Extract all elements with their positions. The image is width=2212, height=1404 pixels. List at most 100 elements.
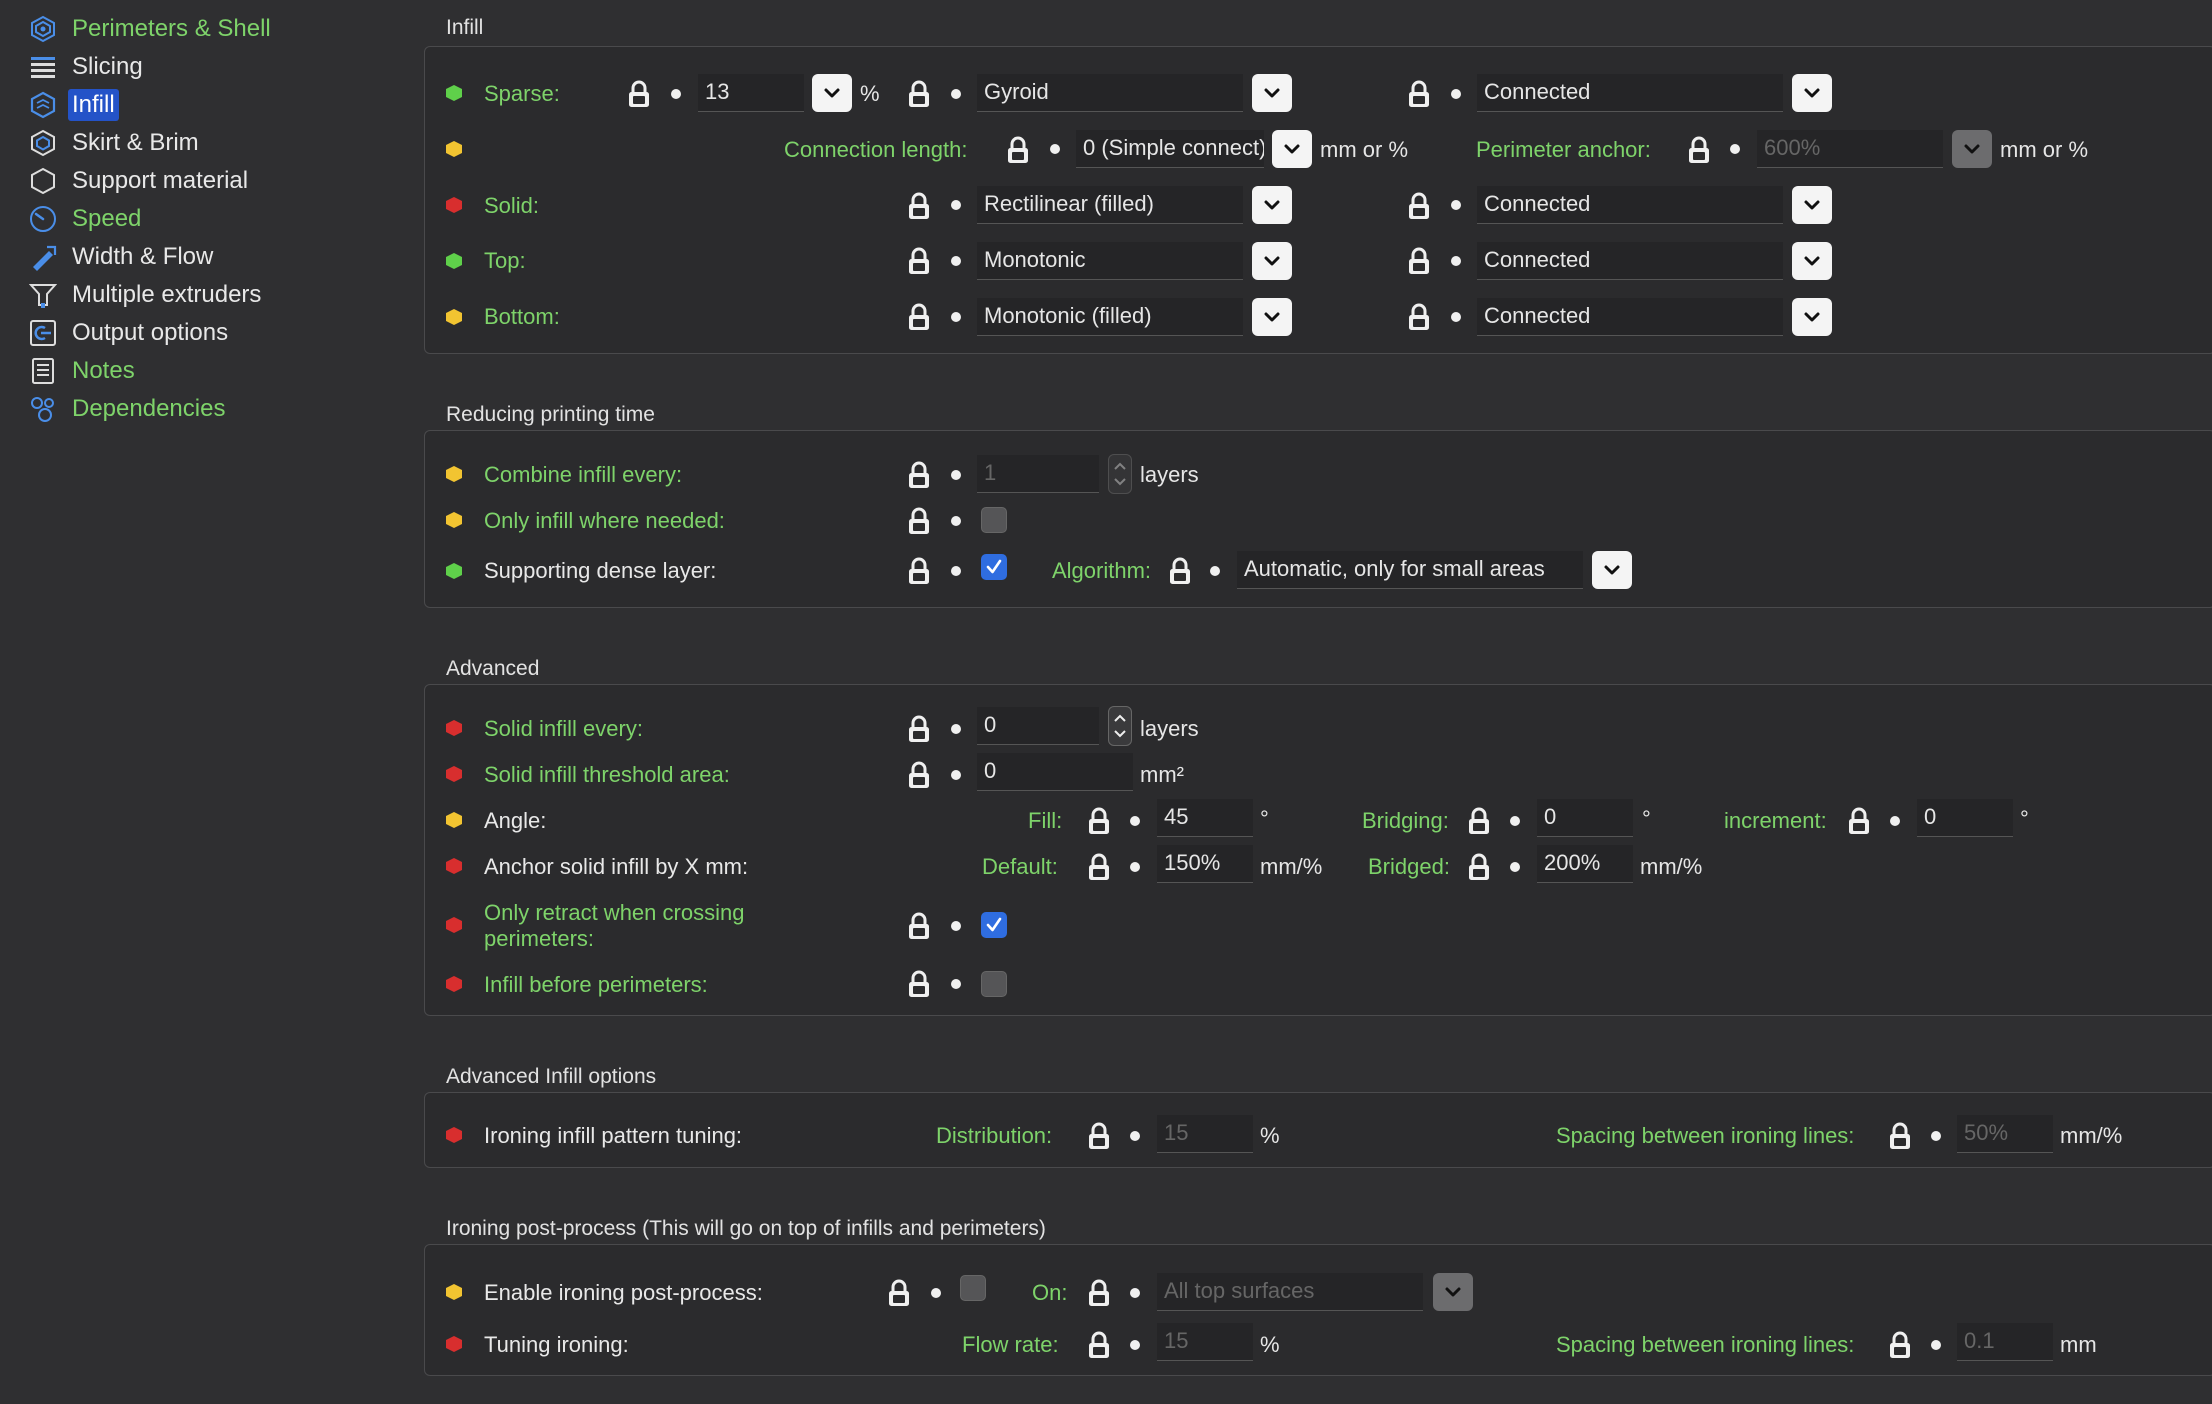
lock-icon[interactable]: [1088, 1122, 1110, 1150]
reset-dot[interactable]: [951, 921, 961, 931]
sidebar-item-dependencies[interactable]: Dependencies: [28, 393, 229, 425]
enable-ironing-checkbox[interactable]: [960, 1275, 986, 1301]
lock-icon[interactable]: [908, 461, 930, 489]
perimeter-anchor-dropdown[interactable]: [1952, 130, 1992, 168]
sidebar-item-width-flow[interactable]: Width & Flow: [28, 241, 217, 273]
bottom-connection-select[interactable]: Connected: [1477, 298, 1783, 336]
lock-icon[interactable]: [1169, 557, 1191, 585]
solid-infill-every-field[interactable]: 0: [977, 707, 1099, 745]
reset-dot[interactable]: [1130, 1288, 1140, 1298]
ironing-on-dropdown[interactable]: [1433, 1273, 1473, 1311]
reset-dot[interactable]: [1510, 862, 1520, 872]
sidebar-item-multiple-extruders[interactable]: Multiple extruders: [28, 279, 265, 311]
lock-icon[interactable]: [1889, 1331, 1911, 1359]
reset-dot[interactable]: [1510, 816, 1520, 826]
lock-icon[interactable]: [1408, 247, 1430, 275]
sparse-connection-select[interactable]: Connected: [1477, 74, 1783, 112]
reset-dot[interactable]: [1130, 816, 1140, 826]
sidebar-item-output-options[interactable]: Output options: [28, 317, 232, 349]
perimeter-anchor-field[interactable]: 600%: [1757, 130, 1943, 168]
angle-increment-field[interactable]: 0: [1917, 799, 2013, 837]
ironing-lines-spacing-field[interactable]: 0.1: [1957, 1323, 2053, 1361]
lock-icon[interactable]: [908, 80, 930, 108]
sparse-density-dropdown[interactable]: [812, 74, 852, 112]
reset-dot[interactable]: [1130, 1131, 1140, 1141]
reset-dot[interactable]: [1890, 816, 1900, 826]
reset-dot[interactable]: [951, 516, 961, 526]
angle-fill-field[interactable]: 45: [1157, 799, 1253, 837]
reset-dot[interactable]: [1931, 1131, 1941, 1141]
top-connection-dropdown[interactable]: [1792, 242, 1832, 280]
top-pattern-dropdown[interactable]: [1252, 242, 1292, 280]
anchor-default-field[interactable]: 150%: [1157, 845, 1253, 883]
sidebar-item-perimeters-shell[interactable]: Perimeters & Shell: [28, 13, 275, 45]
reset-dot[interactable]: [1130, 862, 1140, 872]
combine-infill-stepper[interactable]: [1108, 454, 1132, 494]
top-connection-select[interactable]: Connected: [1477, 242, 1783, 280]
ironing-spacing-field[interactable]: 50%: [1957, 1115, 2053, 1153]
sidebar-item-skirt-brim[interactable]: Skirt & Brim: [28, 127, 203, 159]
lock-icon[interactable]: [1408, 303, 1430, 331]
solid-connection-dropdown[interactable]: [1792, 186, 1832, 224]
reset-dot[interactable]: [951, 470, 961, 480]
reset-dot[interactable]: [951, 979, 961, 989]
reset-dot[interactable]: [1451, 89, 1461, 99]
reset-dot[interactable]: [951, 770, 961, 780]
bottom-pattern-dropdown[interactable]: [1252, 298, 1292, 336]
reset-dot[interactable]: [1730, 144, 1740, 154]
solid-connection-select[interactable]: Connected: [1477, 186, 1783, 224]
algorithm-select[interactable]: Automatic, only for small areas: [1237, 551, 1583, 589]
reset-dot[interactable]: [1451, 312, 1461, 322]
distribution-field[interactable]: 15: [1157, 1115, 1253, 1153]
reset-dot[interactable]: [931, 1288, 941, 1298]
sidebar-item-notes[interactable]: Notes: [28, 355, 139, 387]
sparse-connection-dropdown[interactable]: [1792, 74, 1832, 112]
anchor-bridged-field[interactable]: 200%: [1537, 845, 1633, 883]
reset-dot[interactable]: [951, 724, 961, 734]
solid-pattern-select[interactable]: Rectilinear (filled): [977, 186, 1243, 224]
lock-icon[interactable]: [908, 192, 930, 220]
lock-icon[interactable]: [1889, 1122, 1911, 1150]
solid-pattern-dropdown[interactable]: [1252, 186, 1292, 224]
only-infill-needed-checkbox[interactable]: [981, 507, 1007, 533]
lock-icon[interactable]: [1468, 807, 1490, 835]
lock-icon[interactable]: [1688, 136, 1710, 164]
supporting-dense-checkbox[interactable]: [981, 554, 1007, 580]
lock-icon[interactable]: [628, 80, 650, 108]
lock-icon[interactable]: [1468, 853, 1490, 881]
lock-icon[interactable]: [908, 970, 930, 998]
lock-icon[interactable]: [1088, 1331, 1110, 1359]
reset-dot[interactable]: [1050, 144, 1060, 154]
lock-icon[interactable]: [1007, 136, 1029, 164]
lock-icon[interactable]: [1088, 807, 1110, 835]
algorithm-dropdown[interactable]: [1592, 551, 1632, 589]
sparse-density-field[interactable]: 13: [698, 74, 804, 112]
lock-icon[interactable]: [908, 912, 930, 940]
sidebar-item-support-material[interactable]: Support material: [28, 165, 252, 197]
solid-threshold-field[interactable]: 0: [977, 753, 1133, 791]
lock-icon[interactable]: [908, 715, 930, 743]
reset-dot[interactable]: [951, 200, 961, 210]
reset-dot[interactable]: [951, 256, 961, 266]
lock-icon[interactable]: [908, 247, 930, 275]
reset-dot[interactable]: [951, 566, 961, 576]
sparse-pattern-select[interactable]: Gyroid: [977, 74, 1243, 112]
ironing-on-select[interactable]: All top surfaces: [1157, 1273, 1423, 1311]
lock-icon[interactable]: [888, 1279, 910, 1307]
connection-length-dropdown[interactable]: [1272, 130, 1312, 168]
lock-icon[interactable]: [1088, 1279, 1110, 1307]
combine-infill-field[interactable]: 1: [977, 455, 1099, 493]
reset-dot[interactable]: [1451, 200, 1461, 210]
top-pattern-select[interactable]: Monotonic: [977, 242, 1243, 280]
reset-dot[interactable]: [671, 89, 681, 99]
infill-before-perimeters-checkbox[interactable]: [981, 971, 1007, 997]
bottom-connection-dropdown[interactable]: [1792, 298, 1832, 336]
sparse-pattern-dropdown[interactable]: [1252, 74, 1292, 112]
lock-icon[interactable]: [908, 557, 930, 585]
angle-bridging-field[interactable]: 0: [1537, 799, 1633, 837]
only-retract-checkbox[interactable]: [981, 912, 1007, 938]
sidebar-item-infill[interactable]: Infill: [28, 89, 119, 121]
lock-icon[interactable]: [1848, 807, 1870, 835]
solid-infill-every-stepper[interactable]: [1108, 706, 1132, 746]
lock-icon[interactable]: [1408, 192, 1430, 220]
